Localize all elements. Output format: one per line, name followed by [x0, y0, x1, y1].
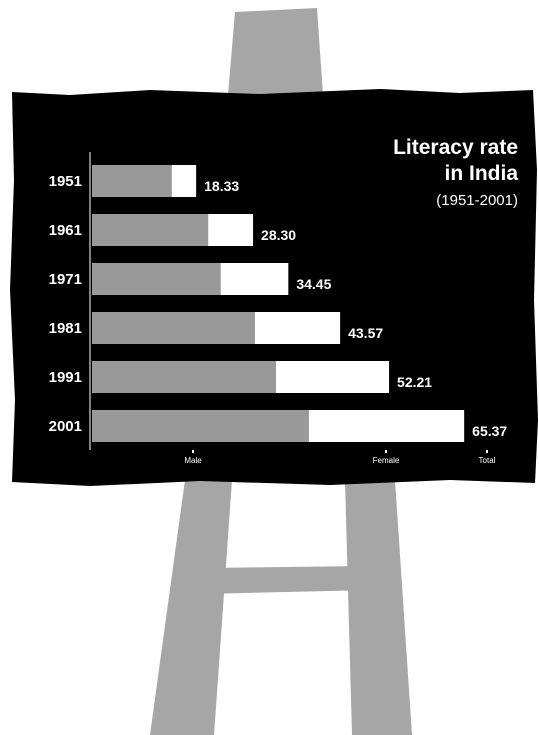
legend-female: Female	[373, 456, 400, 465]
legend-total: Total	[479, 456, 496, 465]
bar-male	[92, 214, 209, 246]
bar-group: 1951 18.33 1961 28.30 1971 34.45 1981 43.57 1991…	[49, 165, 507, 453]
easel-left-leg	[150, 480, 232, 735]
easel-top	[228, 8, 323, 95]
bar-male	[92, 263, 221, 295]
bar-female	[254, 312, 341, 344]
y-tick-label: 1971	[49, 271, 82, 288]
legend: Male Female Total	[184, 456, 495, 465]
y-tick-label: 1961	[49, 222, 82, 239]
easel-crossbar	[203, 566, 372, 594]
chart-title-line-2: in India	[445, 162, 519, 185]
bar-male	[92, 165, 172, 197]
data-label-total: 34.45	[296, 276, 331, 292]
data-label-total: 18.33	[204, 178, 239, 194]
data-label-total: 65.37	[472, 423, 507, 439]
legend-male: Male	[184, 456, 202, 465]
y-tick-label: 2001	[49, 418, 82, 435]
legend-marker	[486, 450, 488, 453]
bar-male	[92, 361, 276, 393]
y-tick-label: 1991	[49, 369, 82, 386]
legend-marker	[192, 450, 194, 453]
easel	[150, 8, 412, 735]
bar-female	[208, 214, 254, 246]
bar-male	[92, 410, 309, 442]
easel-right-leg	[345, 480, 412, 735]
bar-female	[220, 263, 289, 295]
bar-female	[275, 361, 390, 393]
chart-subtitle: (1951-2001)	[436, 192, 518, 209]
bar-male	[92, 312, 255, 344]
y-tick-label: 1951	[49, 173, 82, 190]
bar-female	[308, 410, 465, 442]
y-tick-label: 1981	[49, 320, 82, 337]
bar-female	[171, 165, 197, 197]
legend-marker	[385, 450, 387, 453]
data-label-total: 52.21	[397, 374, 432, 390]
data-label-total: 43.57	[348, 325, 383, 341]
chart-title-line-1: Literacy rate	[393, 136, 518, 159]
data-label-total: 28.30	[261, 227, 296, 243]
